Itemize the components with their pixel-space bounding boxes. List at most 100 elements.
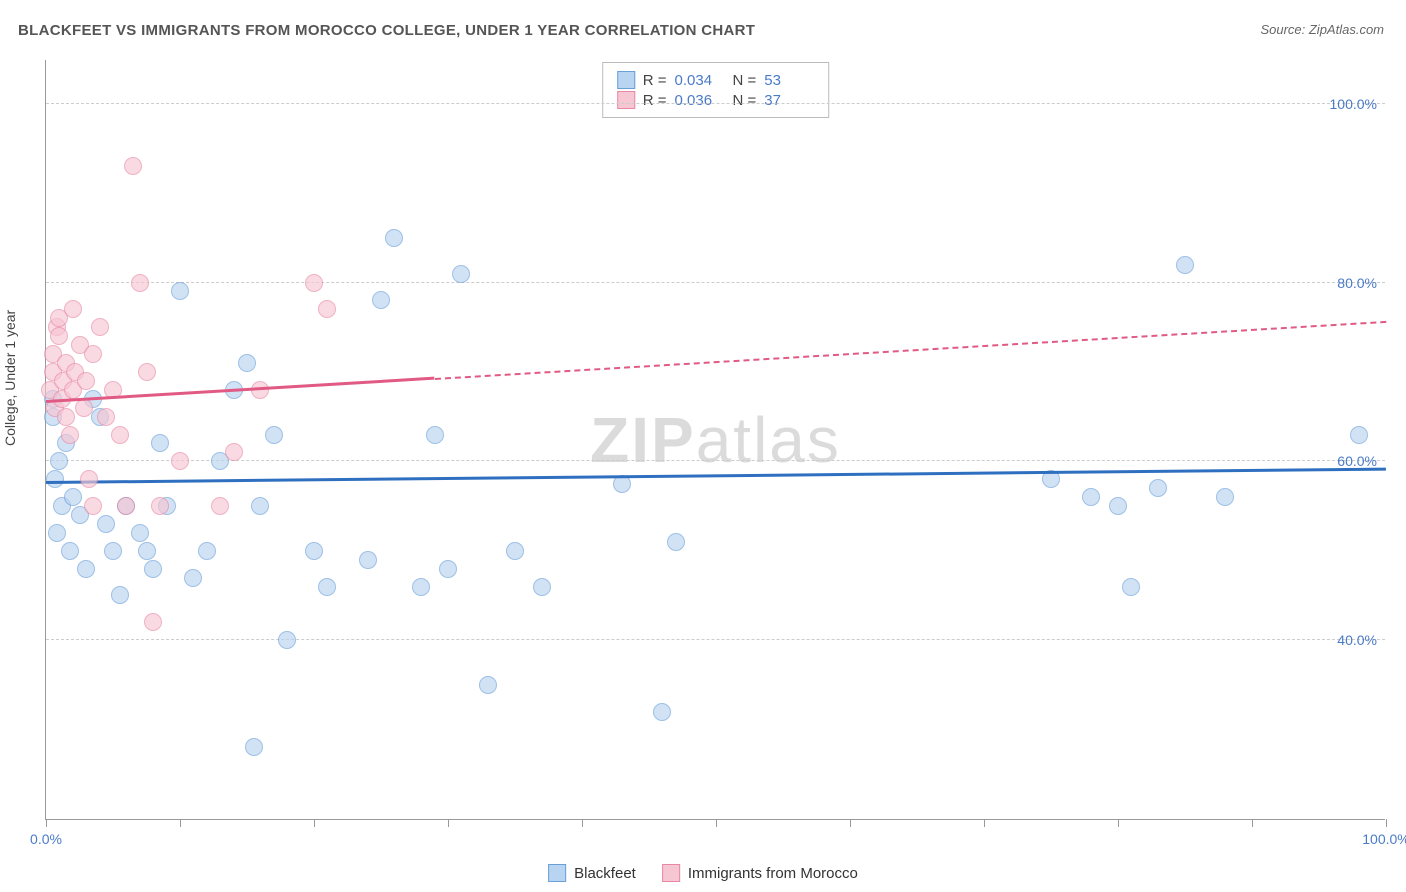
scatter-point [653, 703, 671, 721]
scatter-point [506, 542, 524, 560]
r-value: 0.036 [675, 92, 725, 109]
x-tick-label: 100.0% [1362, 831, 1406, 847]
r-label: R = [643, 72, 667, 89]
plot-area: ZIPatlas R = 0.034 N = 53 R = 0.036 N = 37 40.0… [45, 60, 1385, 820]
x-tick [46, 819, 47, 827]
scatter-point [265, 426, 283, 444]
source-attribution: Source: ZipAtlas.com [1260, 22, 1384, 37]
scatter-point [439, 560, 457, 578]
r-value: 0.034 [675, 72, 725, 89]
scatter-point [50, 452, 68, 470]
n-label: N = [733, 92, 757, 109]
x-tick [1386, 819, 1387, 827]
scatter-point [77, 560, 95, 578]
scatter-point [138, 363, 156, 381]
scatter-point [533, 578, 551, 596]
legend-swatch [617, 71, 635, 89]
y-tick-label: 100.0% [1330, 96, 1377, 112]
scatter-point [305, 274, 323, 292]
x-tick [448, 819, 449, 827]
scatter-point [184, 569, 202, 587]
scatter-point [305, 542, 323, 560]
r-label: R = [643, 92, 667, 109]
x-tick [716, 819, 717, 827]
scatter-point [144, 613, 162, 631]
scatter-point [80, 470, 98, 488]
scatter-point [225, 443, 243, 461]
regression-line-extrapolated [435, 321, 1387, 380]
x-tick [582, 819, 583, 827]
scatter-point [131, 274, 149, 292]
scatter-point [171, 452, 189, 470]
scatter-point [1176, 256, 1194, 274]
scatter-point [64, 488, 82, 506]
series-legend: Blackfeet Immigrants from Morocco [548, 864, 858, 882]
scatter-point [144, 560, 162, 578]
scatter-point [138, 542, 156, 560]
scatter-point [75, 399, 93, 417]
x-tick [1252, 819, 1253, 827]
y-tick-label: 40.0% [1337, 632, 1377, 648]
legend-swatch [617, 91, 635, 109]
scatter-point [1109, 497, 1127, 515]
scatter-point [372, 291, 390, 309]
scatter-point [91, 318, 109, 336]
legend-label: Immigrants from Morocco [688, 865, 858, 882]
gridline [46, 282, 1385, 283]
correlation-legend-row: R = 0.034 N = 53 [617, 71, 815, 89]
scatter-point [61, 426, 79, 444]
scatter-point [412, 578, 430, 596]
legend-swatch [548, 864, 566, 882]
scatter-point [1082, 488, 1100, 506]
scatter-point [57, 408, 75, 426]
n-label: N = [733, 72, 757, 89]
scatter-point [131, 524, 149, 542]
watermark: ZIPatlas [590, 403, 841, 477]
legend-label: Blackfeet [574, 865, 636, 882]
x-tick [984, 819, 985, 827]
scatter-point [97, 515, 115, 533]
scatter-point [278, 631, 296, 649]
scatter-point [84, 497, 102, 515]
scatter-point [318, 578, 336, 596]
scatter-point [452, 265, 470, 283]
y-axis-label: College, Under 1 year [2, 310, 18, 446]
scatter-point [385, 229, 403, 247]
x-tick-label: 0.0% [30, 831, 62, 847]
scatter-point [97, 408, 115, 426]
legend-item: Blackfeet [548, 864, 636, 882]
chart-title: BLACKFEET VS IMMIGRANTS FROM MOROCCO COL… [18, 22, 755, 39]
scatter-point [64, 300, 82, 318]
x-tick [180, 819, 181, 827]
scatter-point [50, 327, 68, 345]
scatter-point [198, 542, 216, 560]
correlation-legend-row: R = 0.036 N = 37 [617, 91, 815, 109]
scatter-point [171, 282, 189, 300]
n-value: 37 [764, 92, 814, 109]
scatter-point [1122, 578, 1140, 596]
scatter-point [1216, 488, 1234, 506]
scatter-point [318, 300, 336, 318]
scatter-point [117, 497, 135, 515]
legend-item: Immigrants from Morocco [662, 864, 858, 882]
scatter-point [359, 551, 377, 569]
x-tick [314, 819, 315, 827]
scatter-point [48, 524, 66, 542]
scatter-point [667, 533, 685, 551]
scatter-point [46, 470, 64, 488]
scatter-point [124, 157, 142, 175]
gridline [46, 460, 1385, 461]
scatter-point [479, 676, 497, 694]
scatter-point [61, 542, 79, 560]
scatter-point [251, 497, 269, 515]
scatter-point [84, 345, 102, 363]
scatter-point [151, 434, 169, 452]
regression-line [46, 467, 1386, 483]
gridline [46, 639, 1385, 640]
y-tick-label: 80.0% [1337, 275, 1377, 291]
scatter-point [245, 738, 263, 756]
n-value: 53 [764, 72, 814, 89]
gridline [46, 103, 1385, 104]
scatter-point [77, 372, 95, 390]
scatter-point [111, 586, 129, 604]
